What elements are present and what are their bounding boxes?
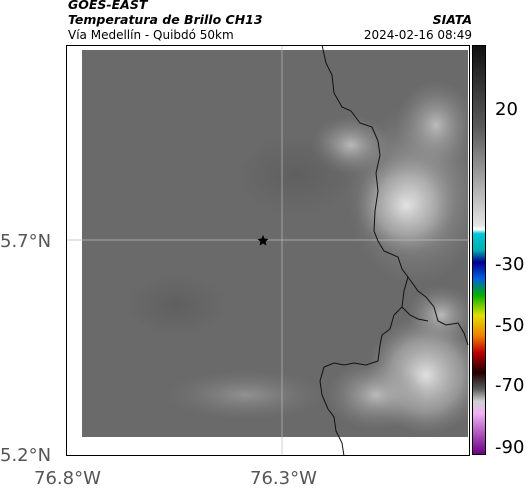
boundary-line-2 [407,276,469,346]
product-title: Temperatura de Brillo CH13 [68,12,263,27]
colorbar-tick-label: -90 [495,437,525,458]
region-subtitle: Vía Medellín - Quibdó 50km [68,28,234,42]
star-icon [257,235,269,246]
colorbar-tick-label: -30 [495,254,525,275]
satellite-map [66,45,470,456]
lon-tick-label: 76.8°W [34,468,101,489]
cloud-field [126,80,470,435]
lat-tick-label: 5.7°N [0,231,52,252]
colorbar [472,45,486,455]
datetime-label: 2024-02-16 08:49 [363,28,472,42]
colorbar-tick-label: -70 [495,375,525,396]
boundary-line [319,45,409,456]
lat-tick-label: 5.2°N [0,445,52,466]
lon-tick-label: 76.3°W [250,468,317,489]
colorbar-tick-label: 20 [495,99,518,120]
colorbar-tick-label: -50 [495,315,525,336]
agency-label: SIATA [432,12,472,27]
map-border [66,45,470,456]
boundary-line-3 [401,306,429,322]
satellite-title: GOES-EAST [68,0,148,12]
